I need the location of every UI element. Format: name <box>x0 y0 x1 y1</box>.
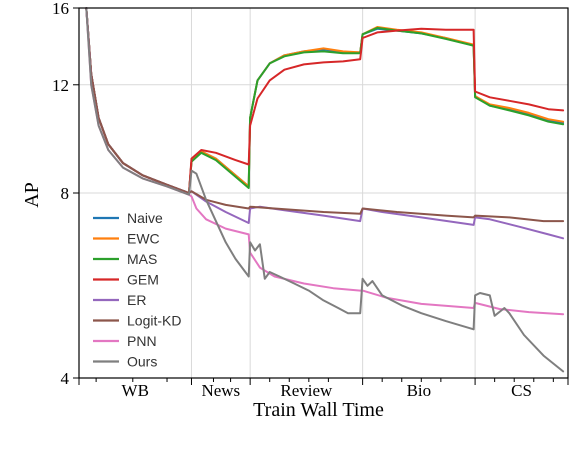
series-lines <box>85 7 565 373</box>
x-axis-label: Train Wall Time <box>253 399 384 421</box>
series-line-logit-kd <box>85 7 565 223</box>
y-tick-label: 12 <box>52 76 69 95</box>
x-stage-label: WB <box>122 381 149 400</box>
y-tick-label: 16 <box>52 0 69 18</box>
x-stage-label: CS <box>511 381 532 400</box>
series-line-mas <box>85 7 565 194</box>
series-line-ours <box>85 7 565 373</box>
y-axis-label: AP <box>21 182 43 208</box>
legend-label-mas: MAS <box>127 251 157 267</box>
legend-label-ours: Ours <box>127 354 157 370</box>
series-line-naive <box>85 7 565 194</box>
x-stage-label: Bio <box>407 381 432 400</box>
legend-label-naive: Naive <box>127 210 163 226</box>
axis-ticks: 4 8 12 16 WB News Review Bio CS <box>52 0 569 400</box>
x-stage-label: News <box>201 381 240 400</box>
y-tick-label: 4 <box>61 369 70 388</box>
y-tick-label: 8 <box>61 184 70 203</box>
legend-label-logit-kd: Logit-KD <box>127 313 181 329</box>
legend-label-er: ER <box>127 292 146 308</box>
legend-label-pnn: PNN <box>127 333 157 349</box>
legend: Naive EWC MAS GEM ER Logit-KD PNN Ours <box>93 210 181 370</box>
series-line-gem <box>85 7 565 194</box>
series-line-ewc <box>85 7 565 194</box>
series-line-pnn <box>85 7 565 316</box>
legend-label-ewc: EWC <box>127 231 160 247</box>
x-stage-label: Review <box>280 381 333 400</box>
series-line-er <box>85 7 565 240</box>
legend-label-gem: GEM <box>127 272 159 288</box>
